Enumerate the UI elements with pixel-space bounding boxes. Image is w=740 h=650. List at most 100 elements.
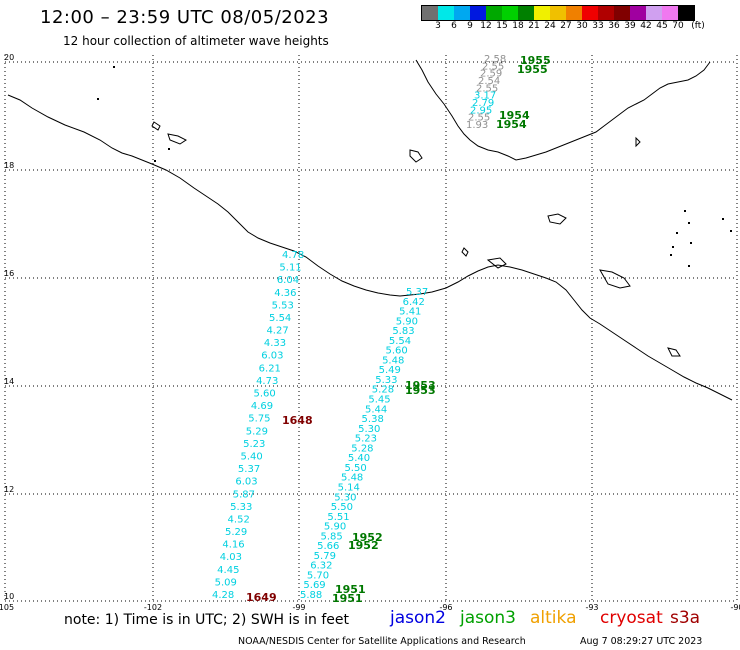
swh-label: 5.29 (246, 426, 268, 437)
swh-label: 6.42 (403, 297, 425, 308)
lon-label: -90 (730, 603, 740, 612)
swh-label: 6.32 (310, 561, 332, 572)
swh-label: 5.69 (303, 580, 325, 591)
coast-segment (7, 94, 733, 401)
footer-note: note: 1) Time is in UTC; 2) SWH is in fe… (64, 612, 350, 628)
swh-label: 5.48 (341, 473, 363, 484)
time-label: 1955 (520, 54, 551, 67)
swh-label: 6.03 (261, 351, 283, 362)
swh-label: 5.30 (334, 492, 356, 503)
legend-label: 45 (656, 21, 668, 31)
time-label: 1955 (517, 63, 548, 76)
island-dot (688, 222, 690, 224)
swh-label: 5.70 (307, 570, 329, 581)
time-label: 1954 (496, 118, 527, 131)
island-dot (672, 246, 674, 248)
island-dot (670, 254, 672, 256)
swh-label: 5.75 (248, 414, 270, 425)
swh-label: 5.90 (324, 522, 346, 533)
credit-text: NOAA/NESDIS Center for Satellite Applica… (238, 636, 526, 647)
time-label: 1951 (332, 592, 363, 605)
legend-swatch (502, 6, 518, 20)
swh-label: 5.51 (327, 512, 349, 523)
swh-label: 5.48 (382, 355, 404, 366)
swh-label: 5.83 (392, 326, 414, 337)
legend-swatch (518, 6, 534, 20)
swh-label: 6.21 (259, 363, 281, 374)
satellite-label-altika: altika (530, 608, 577, 628)
page-title: 12:00 – 23:59 UTC 08/05/2023 (40, 7, 330, 28)
swh-label: 5.38 (362, 414, 384, 425)
lon-label: -96 (439, 603, 452, 612)
color-legend-bar (421, 5, 695, 21)
island-dot (684, 210, 686, 212)
lon-label: -93 (585, 603, 598, 612)
legend-swatch (534, 6, 550, 20)
swh-label: 2.54 (478, 76, 500, 87)
swh-label: 2.79 (472, 98, 494, 109)
swh-label: 4.73 (256, 376, 278, 387)
time-label: 1954 (499, 109, 530, 122)
lat-label: 20 (4, 53, 14, 62)
satellite-label-jason3: jason3 (460, 608, 516, 628)
swh-label: 4.52 (228, 514, 250, 525)
island-dot (730, 230, 732, 232)
island-dot (722, 218, 724, 220)
legend-swatch (598, 6, 614, 20)
swh-label: 4.03 (220, 552, 242, 563)
legend-swatch (662, 6, 678, 20)
island-dot (168, 148, 170, 150)
swh-label: 3.17 (474, 91, 496, 102)
swh-label: 4.33 (264, 338, 286, 349)
coast-segment (461, 247, 469, 257)
coast-segment (167, 133, 187, 145)
swh-label: 4.27 (266, 326, 288, 337)
island-dot (97, 98, 99, 100)
legend-label: 9 (467, 21, 473, 31)
swh-label: 5.14 (338, 482, 360, 493)
swh-label: 5.09 (215, 577, 237, 588)
legend-label: 18 (512, 21, 524, 31)
swh-label: 5.11 (279, 263, 301, 274)
swh-label: 6.04 (277, 275, 299, 286)
swh-label: 4.45 (217, 565, 239, 576)
swh-label: 5.50 (331, 502, 353, 513)
swh-label: 5.23 (355, 434, 377, 445)
legend-swatch (678, 6, 694, 20)
swh-label: 2.55 (482, 61, 504, 72)
island-dot (676, 232, 678, 234)
swh-label: 5.85 (321, 531, 343, 542)
swh-label: 5.30 (358, 424, 380, 435)
coast-segment (415, 59, 711, 161)
time-label: 1649 (246, 591, 277, 604)
legend-swatch (646, 6, 662, 20)
swh-label: 5.54 (269, 313, 291, 324)
swh-label: 2.95 (470, 105, 492, 116)
swh-label: 5.45 (368, 395, 390, 406)
coast-segment (409, 149, 423, 163)
swh-label: 6.03 (235, 477, 257, 488)
swh-label: 5.37 (406, 287, 428, 298)
swh-label: 5.28 (372, 385, 394, 396)
axis-labels: 20 18 16 14 12 10 -105 -102 -99 -96 -93 -90 (0, 53, 740, 612)
swh-label: 5.49 (379, 365, 401, 376)
lat-label: 10 (4, 592, 14, 601)
swh-label: 4.16 (222, 540, 244, 551)
swh-label: 5.29 (225, 527, 247, 538)
time-label: 1951 (335, 583, 366, 596)
satellite-label-jason2: jason2 (390, 608, 446, 628)
coast-segment (635, 136, 641, 148)
swh-label: 5.66 (317, 541, 339, 552)
coast-segment (486, 257, 507, 269)
legend-label: 21 (528, 21, 540, 31)
legend-swatch (550, 6, 566, 20)
coastline (7, 59, 733, 401)
swh-label: 4.69 (251, 401, 273, 412)
swh-label: 5.54 (389, 336, 411, 347)
legend-label: 15 (496, 21, 508, 31)
legend-label: 24 (544, 21, 556, 31)
legend-label: 27 (560, 21, 572, 31)
island-dot (688, 265, 690, 267)
swh-label: 2.55 (468, 113, 490, 124)
satellite-label-cryosat: cryosat (600, 608, 663, 628)
